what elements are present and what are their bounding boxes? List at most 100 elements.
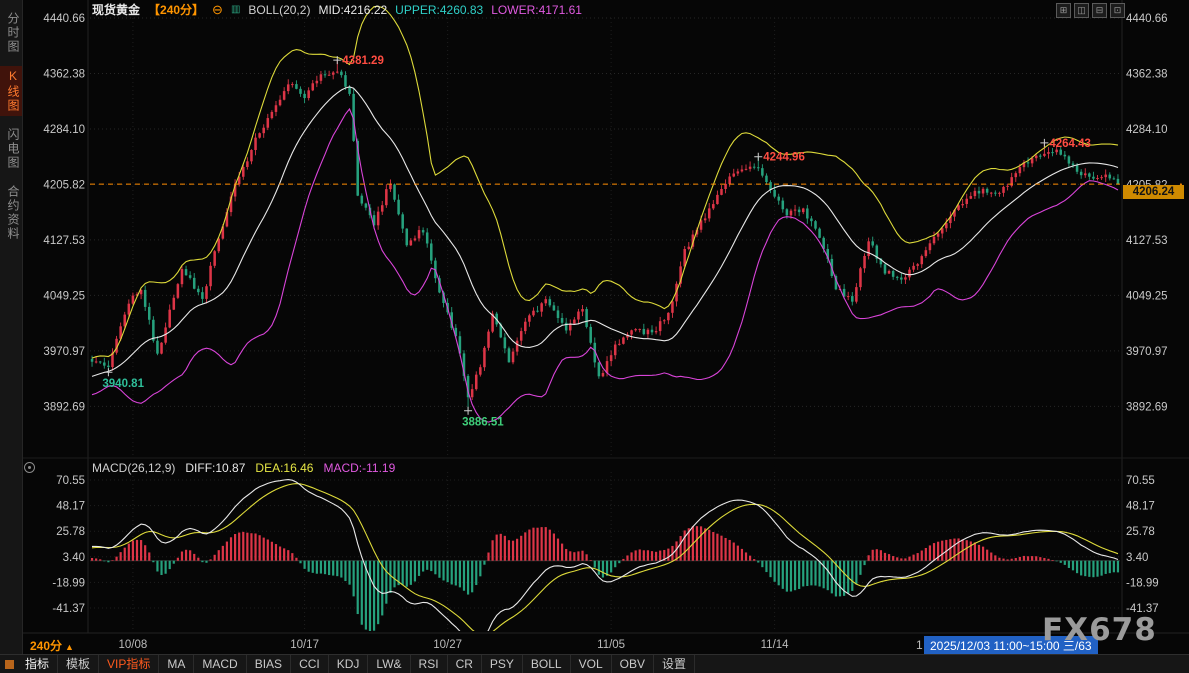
boll-lower-value: LOWER:4171.61 bbox=[491, 2, 582, 17]
annotation-price-label: 4381.29 bbox=[342, 55, 384, 67]
date-tick-label: 10/27 bbox=[433, 639, 462, 651]
toolbar-button-cci[interactable]: CCI bbox=[291, 655, 329, 673]
boll-mid-value: MID:4216.22 bbox=[318, 2, 388, 17]
price-axis-label-right: 3892.69 bbox=[1126, 401, 1168, 413]
price-annotations: 4381.29 3940.81 3886.51 4244.96 4264.43 bbox=[102, 55, 1091, 429]
sidebar-tab-kline-chart[interactable]: K线图 bbox=[0, 66, 22, 116]
price-axis-label-left: 4049.25 bbox=[43, 290, 85, 302]
price-axis-label-left: 4127.53 bbox=[43, 235, 85, 247]
candlesticks[interactable] bbox=[90, 60, 1120, 411]
date-tick-label: 11/05 bbox=[597, 639, 625, 651]
chart-header: 现货黄金 【240分】 ⊖ ▥ BOLL(20,2) MID:4216.22 UP… bbox=[92, 1, 582, 18]
toolbar-button-bias[interactable]: BIAS bbox=[247, 655, 292, 673]
macd-axis-label-right: 70.55 bbox=[1126, 475, 1155, 487]
annotation-cross-marker bbox=[333, 56, 342, 65]
boll-upper-value: UPPER:4260.83 bbox=[395, 2, 484, 17]
price-axis-label-right: 4284.10 bbox=[1126, 124, 1168, 136]
macd-plot bbox=[90, 479, 1120, 631]
annotation-price-label: 3940.81 bbox=[102, 378, 144, 390]
macd-axis-label-left: -41.37 bbox=[52, 603, 85, 615]
macd-axis-label-left: -18.99 bbox=[52, 577, 85, 589]
toolbar-button-ma[interactable]: MA bbox=[159, 655, 195, 673]
candlestick-mini-icon: ▥ bbox=[230, 4, 241, 15]
toolbar-button-vol[interactable]: VOL bbox=[571, 655, 612, 673]
macd-header: MACD(26,12,9) DIFF:10.87 DEA:16.46 MACD:… bbox=[92, 461, 395, 475]
macd-axis-label-right: -18.99 bbox=[1126, 577, 1159, 589]
grid-lines bbox=[0, 0, 1189, 634]
layout-single-icon[interactable]: ⊡ bbox=[1110, 3, 1125, 18]
layout-controls: ⊞ ◫ ⊟ ⊡ bbox=[1056, 3, 1125, 18]
current-bar-datetime: 2025/12/03 11:00~15:00 三/63 bbox=[924, 636, 1098, 655]
macd-axis-label-left: 25.78 bbox=[56, 526, 85, 538]
period-label: 240分 bbox=[30, 639, 63, 653]
price-axis-label-left: 4284.10 bbox=[43, 124, 85, 136]
macd-axis-label-right: 48.17 bbox=[1126, 501, 1155, 513]
annotation-price-label: 3886.51 bbox=[462, 417, 504, 429]
sidebar-tab-timeshare-chart[interactable]: 分时图 bbox=[6, 12, 20, 54]
annotation-price-label: 4244.96 bbox=[763, 152, 805, 164]
indicator-collapse-icon[interactable] bbox=[24, 462, 35, 473]
price-axis-label-right: 4362.38 bbox=[1126, 68, 1168, 80]
partial-date-label: 1 bbox=[916, 638, 923, 652]
price-axis-label-right: 4127.53 bbox=[1126, 235, 1168, 247]
symbol-name: 现货黄金 bbox=[92, 3, 141, 17]
toolbar-button-cr[interactable]: CR bbox=[448, 655, 482, 673]
annotation-cross-marker bbox=[1040, 138, 1049, 147]
price-axis-label-left: 3970.97 bbox=[43, 346, 85, 358]
macd-indicator-label: MACD(26,12,9) bbox=[92, 461, 176, 475]
price-axis-label-left: 4440.66 bbox=[43, 13, 85, 25]
layout-split-horizontal-icon[interactable]: ⊟ bbox=[1092, 3, 1107, 18]
fx678-watermark: FX678 bbox=[1042, 612, 1157, 648]
macd-axis-label-right: 3.40 bbox=[1126, 552, 1148, 564]
price-axis-label-left: 4362.38 bbox=[43, 68, 85, 80]
collapse-circle-icon[interactable]: ⊖ bbox=[212, 1, 223, 17]
macd-axis-label-left: 48.17 bbox=[56, 501, 85, 513]
period-selector[interactable]: 240分 ▲ bbox=[30, 637, 74, 654]
toolbar-button-templates[interactable]: 模板 bbox=[58, 655, 100, 673]
price-axis-label-right: 3970.97 bbox=[1126, 346, 1168, 358]
period-up-arrow-icon: ▲ bbox=[65, 642, 74, 652]
macd-axis-label-left: 3.40 bbox=[63, 552, 85, 564]
price-axis-label-right: 4440.66 bbox=[1126, 13, 1168, 25]
toolbar-button-vip-indicators[interactable]: VIP指标 bbox=[99, 655, 160, 673]
toolbar-button-rsi[interactable]: RSI bbox=[411, 655, 448, 673]
macd-axis-label-left: 70.55 bbox=[56, 475, 85, 487]
macd-axis-label-right: -41.37 bbox=[1126, 603, 1159, 615]
current-price-tag: 4206.24 bbox=[1123, 185, 1184, 199]
annotation-cross-marker bbox=[754, 152, 763, 161]
toolbar-button-indicators[interactable]: 指标 bbox=[17, 655, 59, 673]
left-sidebar: 分时图 K线图 闪电图 合约资料 bbox=[0, 0, 23, 673]
annotation-cross-marker bbox=[104, 368, 113, 377]
price-axis-label-right: 4049.25 bbox=[1126, 290, 1168, 302]
toolbar-button-kdj[interactable]: KDJ bbox=[329, 655, 369, 673]
macd-diff-value: DIFF:10.87 bbox=[185, 461, 246, 475]
date-tick-label: 10/17 bbox=[290, 639, 319, 651]
toolbar-button-psy[interactable]: PSY bbox=[482, 655, 523, 673]
macd-axis-label-right: 25.78 bbox=[1126, 526, 1155, 538]
price-axis-label-left: 3892.69 bbox=[43, 401, 85, 413]
period-tag: 【240分】 bbox=[148, 3, 205, 17]
toolbar-button-boll[interactable]: BOLL bbox=[523, 655, 571, 673]
bollinger-bands bbox=[91, 6, 1119, 423]
toolbar-button-settings[interactable]: 设置 bbox=[654, 655, 695, 673]
date-tick-label: 11/14 bbox=[761, 639, 790, 651]
toolbar-button-lw[interactable]: LW& bbox=[368, 655, 411, 673]
axis-labels: 4440.66 4440.66 4362.38 4362.38 4284.10 4284.… bbox=[43, 13, 1185, 651]
sidebar-tab-lightning-chart[interactable]: 闪电图 bbox=[6, 128, 20, 170]
bottom-toolbar: 指标 模板 VIP指标 MA MACD BIAS CCI KDJ LW& RSI… bbox=[0, 654, 1189, 673]
sidebar-tab-contract-info[interactable]: 合约资料 bbox=[6, 185, 20, 241]
macd-dea-value: DEA:16.46 bbox=[255, 461, 314, 475]
annotation-price-label: 4264.43 bbox=[1049, 138, 1091, 150]
price-axis-label-left: 4205.82 bbox=[43, 179, 85, 191]
toolbar-button-macd[interactable]: MACD bbox=[194, 655, 247, 673]
annotation-cross-marker bbox=[464, 406, 473, 415]
macd-hist-value: MACD:-11.19 bbox=[323, 461, 396, 475]
indicator-square-icon bbox=[5, 660, 14, 669]
toolbar-button-obv[interactable]: OBV bbox=[612, 655, 654, 673]
layout-split-vertical-icon[interactable]: ◫ bbox=[1074, 3, 1089, 18]
date-tick-label: 10/08 bbox=[119, 639, 148, 651]
layout-grid-icon[interactable]: ⊞ bbox=[1056, 3, 1071, 18]
boll-indicator-label: BOLL(20,2) bbox=[248, 2, 311, 17]
